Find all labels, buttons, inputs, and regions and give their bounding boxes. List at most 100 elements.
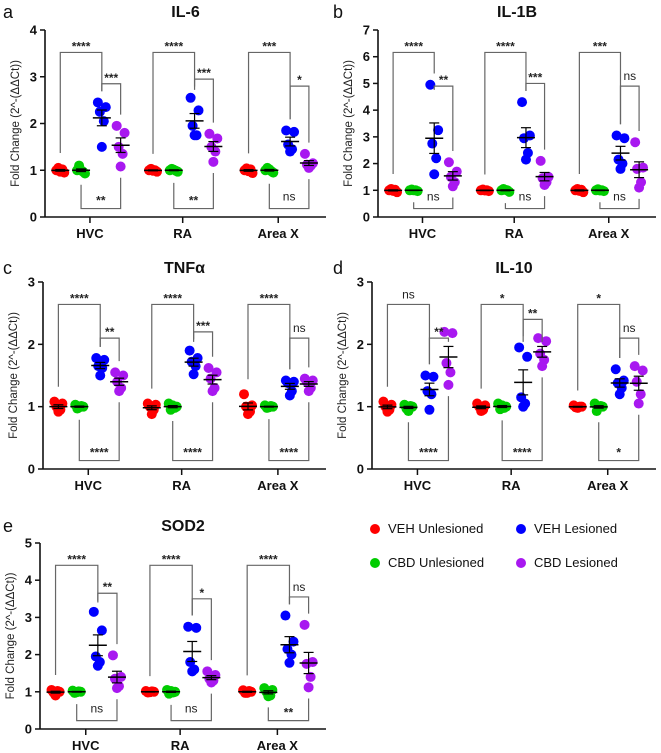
legend-item: VEH Lesioned [516,521,617,536]
significance-bracket [484,51,527,175]
significance-label: *** [104,71,118,85]
data-point [428,371,439,382]
significance-label: *** [593,39,607,53]
significance-label: **** [496,39,515,53]
data-point [281,125,292,136]
significance-label: ns [293,580,306,594]
significance-bracket [246,564,291,676]
data-point [285,146,296,157]
panel-letter: c [3,258,12,278]
data-point [111,683,122,694]
panel-letter: b [333,2,343,22]
significance-bracket [504,196,546,210]
legend-item: CBD Lesioned [516,555,618,570]
significance-label: ns [623,321,636,335]
data-point [439,326,450,337]
significance-bracket [501,377,543,462]
data-point [633,398,644,409]
x-tick-label: RA [171,738,190,753]
data-point [119,127,130,138]
y-tick-label: 6 [363,49,370,64]
significance-label: ns [293,321,306,335]
significance-bracket [78,402,120,462]
y-tick-label: 3 [30,69,37,84]
significance-bracket [599,198,640,210]
significance-bracket [288,596,310,614]
y-tick-label: 4 [30,23,38,38]
significance-bracket [578,51,622,174]
data-point [301,658,312,669]
significance-bracket [268,402,310,462]
x-tick-label: Area X [257,478,299,493]
data-point [188,369,199,380]
data-point [541,336,552,347]
y-axis-label: Fold Change (2^-(ΔΔCt)) [343,60,355,187]
significance-label: ** [189,194,199,208]
data-point [447,328,458,339]
y-tick-label: 1 [357,399,364,414]
legend-marker [370,524,380,534]
data-point [289,126,300,137]
y-tick-label: 1 [363,183,370,198]
significance-bracket [152,51,196,154]
data-point [115,161,126,172]
significance-label: ns [402,287,415,301]
data-point [207,386,218,397]
data-point [303,386,314,397]
y-tick-label: 1 [30,163,37,178]
data-point [208,156,219,167]
significance-bracket [289,85,310,143]
significance-bracket [151,303,195,389]
significance-label: **** [67,552,86,566]
significance-label: *** [197,66,211,80]
significance-label: * [199,586,204,600]
panel-letter: a [3,2,14,22]
y-tick-label: 2 [30,116,37,131]
significance-bracket [149,564,193,677]
chart-title: IL-6 [171,4,200,21]
data-point [242,409,253,420]
data-point [111,120,122,131]
data-point [630,137,641,148]
data-point [187,120,198,131]
significance-label: **** [183,446,202,460]
data-point [92,660,103,671]
significance-bracket [97,592,118,645]
significance-bracket [433,85,454,152]
significance-label: **** [162,552,181,566]
data-point [187,666,198,677]
significance-bracket [247,303,291,380]
data-point [146,409,157,420]
x-tick-label: HVC [76,226,104,241]
data-point [212,133,223,144]
significance-label: **** [404,39,423,53]
legend-item: VEH Unlesioned [370,521,483,536]
significance-bracket [80,177,122,210]
data-point [299,148,310,159]
significance-bracket [619,337,640,359]
significance-label: ns [613,190,626,204]
chart-title: SOD2 [161,518,205,535]
data-point [305,671,316,682]
data-point [239,389,250,400]
y-tick-label: 2 [357,337,364,352]
data-point [537,361,548,372]
significance-label: * [297,73,302,87]
data-point [634,182,645,193]
significance-label: ** [103,580,113,594]
y-tick-label: 5 [363,76,370,91]
panel-letter: e [3,516,13,536]
data-point [425,79,436,90]
significance-bracket [413,197,454,210]
legend-label: CBD Unlesioned [388,555,484,570]
data-point [615,163,626,174]
legend-item: CBD Unlesioned [370,555,484,570]
significance-bracket [191,598,212,661]
significance-bracket [428,337,450,365]
x-tick-label: RA [502,478,521,493]
data-point [193,105,204,116]
data-point [53,406,64,417]
significance-label: **** [260,291,279,305]
y-tick-label: 0 [357,462,364,477]
